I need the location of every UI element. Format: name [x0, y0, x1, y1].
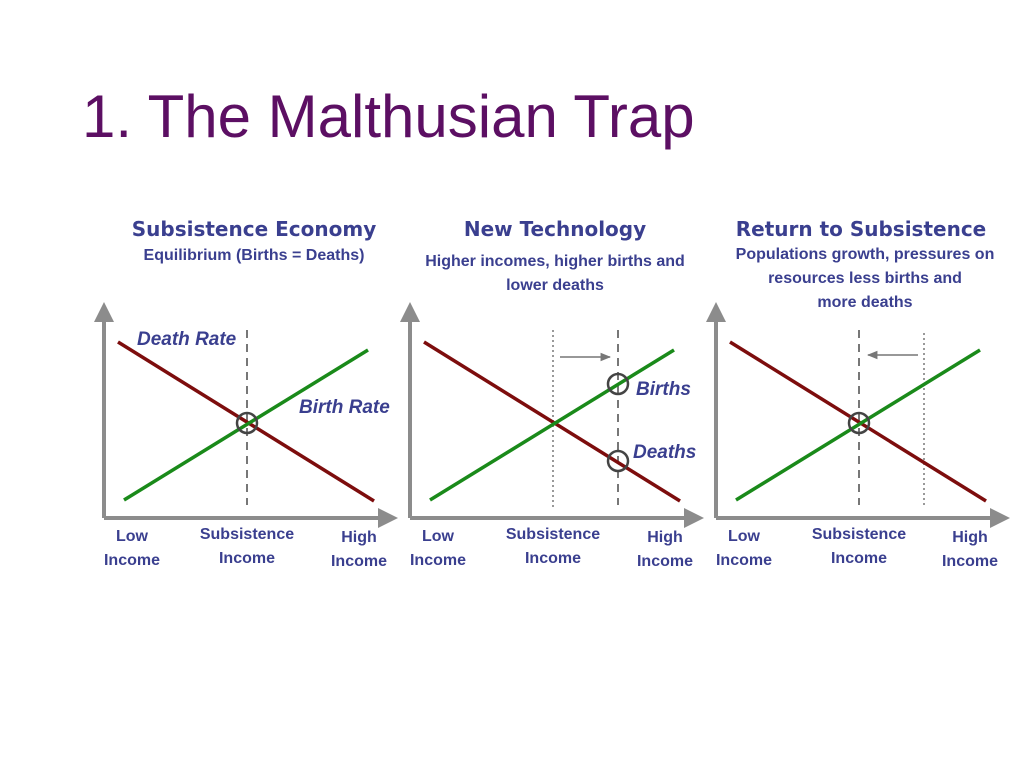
- panel-2-subtitle: Higher incomes, higher births and lower d…: [425, 253, 685, 294]
- births-label: Births: [636, 379, 691, 400]
- panel-2-births-marker: [606, 372, 630, 396]
- panel-2-death-rate-line: [423, 340, 681, 503]
- panel-1-low-income-label: Low Income: [103, 528, 160, 569]
- death-rate-label: Death Rate: [137, 329, 237, 350]
- slide-title: 1. The Malthusian Trap: [82, 83, 695, 150]
- deaths-label: Deaths: [633, 442, 697, 463]
- panel-2-low-income-label: Low Income: [409, 528, 466, 569]
- panel-2-title: New Technology: [463, 217, 647, 241]
- panel-3-birth-rate-line: [735, 348, 981, 502]
- panel-3-subsistence-income-label: Subsistence Income: [811, 526, 907, 567]
- panel-1-high-income-label: High Income: [330, 529, 387, 570]
- birth-rate-label: Birth Rate: [299, 397, 390, 418]
- panel-3-equilibrium-marker: [847, 411, 871, 435]
- panel-1-death-rate-line: [117, 340, 375, 503]
- panel-1-subsistence-income-label: Subsistence Income: [199, 526, 295, 567]
- panel-2-subsistence-income-label: Subsistence Income: [505, 526, 601, 567]
- panel-3-title: Return to Subsistence: [735, 217, 987, 241]
- panel-3-subtitle: Populations growth, pressures on resource…: [735, 246, 995, 311]
- panel-1-equilibrium-marker: [235, 411, 259, 435]
- panel-1-birth-rate-line: [123, 348, 369, 502]
- panel-2-deaths-marker: [606, 449, 630, 473]
- panel-3-high-income-label: High Income: [941, 529, 998, 570]
- panel-2-chart: [400, 302, 704, 528]
- panel-3-chart: [706, 302, 1010, 528]
- panel-1-title: Subsistence Economy: [131, 217, 377, 241]
- panel-2-high-income-label: High Income: [636, 529, 693, 570]
- panel-1-subtitle: Equilibrium (Births = Deaths): [143, 247, 365, 264]
- panel-3-low-income-label: Low Income: [715, 528, 772, 569]
- panel-1-chart: [94, 302, 398, 528]
- panel-3-death-rate-line: [729, 340, 987, 503]
- panel-2-birth-rate-line: [429, 348, 675, 502]
